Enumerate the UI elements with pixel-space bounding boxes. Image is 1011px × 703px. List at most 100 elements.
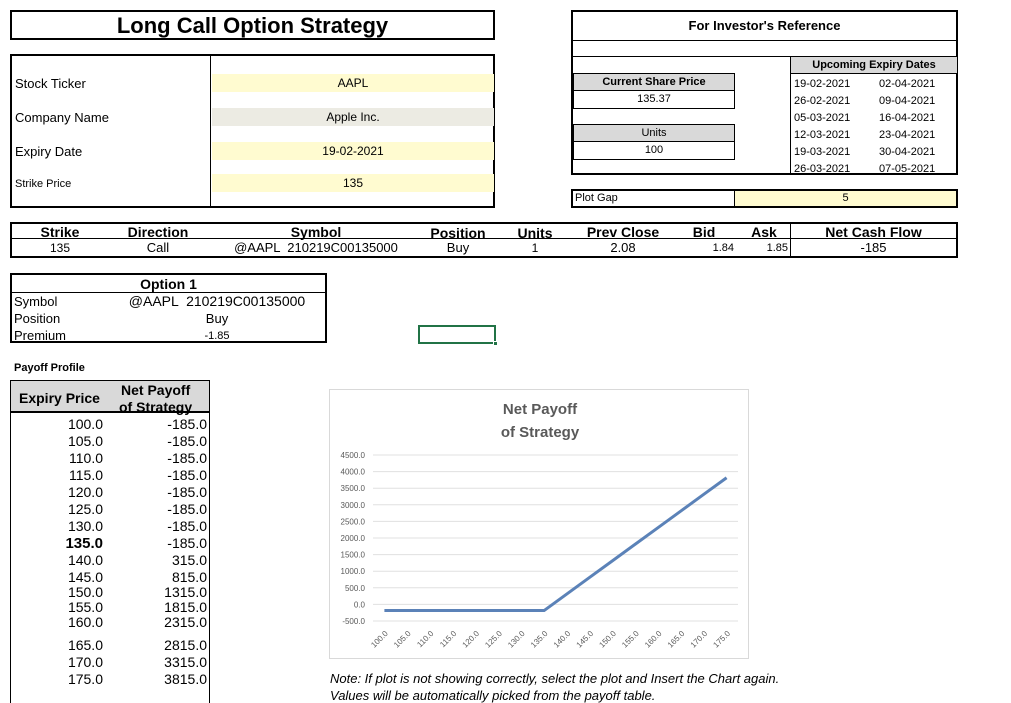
- payoff-chart-svg: Net Payoff of Strategy -500.0 0.0 500.0 100…: [341, 401, 738, 650]
- chart-x-tick-label: 170.0: [689, 629, 710, 650]
- chart-x-tick-label: 120.0: [461, 629, 482, 650]
- payoff-col1-header: Expiry Price: [19, 390, 100, 406]
- col-header: Ask: [751, 224, 777, 240]
- expiry-date: 30-04-2021: [879, 146, 936, 158]
- trade-direction: Call: [146, 240, 170, 255]
- expiry-date: 02-04-2021: [879, 78, 936, 90]
- payoff-chart[interactable]: Net Payoff of Strategy -500.0 0.0 500.0 100…: [329, 389, 749, 659]
- chart-y-tick-label: 4500.0: [341, 451, 366, 460]
- chart-y-tick-label: 2000.0: [341, 534, 366, 543]
- chart-y-tick-label: 3500.0: [341, 484, 366, 493]
- reference-title: For Investor's Reference: [688, 18, 841, 33]
- expiry-dates-title: Upcoming Expiry Dates: [790, 56, 958, 74]
- strike-label: Strike Price: [15, 178, 72, 190]
- payoff-title: Payoff Profile: [14, 362, 85, 374]
- payoff-net-value: -185.0: [167, 518, 207, 534]
- trade-units: 1: [531, 241, 539, 255]
- chart-x-tick-label: 110.0: [415, 629, 435, 649]
- expiry-col-1: 19-02-2021 26-02-2021 05-03-2021 12-03-2…: [794, 76, 850, 178]
- trade-prev-close: 2.08: [610, 240, 636, 255]
- chart-x-tick-label: 135.0: [529, 629, 550, 650]
- col-header: Net Cash Flow: [825, 224, 922, 240]
- expiry-date: 12-03-2021: [794, 129, 851, 141]
- payoff-expiry-price: 150.0: [67, 584, 103, 600]
- chart-x-tick-label: 165.0: [666, 629, 687, 650]
- payoff-table: Expiry Price Net Payoff of Strategy 100.…: [10, 380, 210, 703]
- payoff-expiry-price: 125.0: [67, 501, 103, 517]
- payoff-expiry-price: 110.0: [69, 450, 103, 466]
- payoff-row: 120.0 -185.0: [11, 484, 209, 500]
- payoff-net-value: 3315.0: [164, 654, 207, 670]
- payoff-net-value: -185.0: [167, 450, 207, 466]
- payoff-row: 105.0 -185.0: [11, 433, 209, 449]
- payoff-expiry-price: 155.0: [67, 599, 103, 615]
- plot-gap-label: Plot Gap: [575, 192, 618, 204]
- plot-gap-input[interactable]: 5: [734, 191, 956, 206]
- ticker-input[interactable]: AAPL: [212, 74, 494, 92]
- trade-ask: 1.85: [766, 242, 788, 254]
- reference-panel: For Investor's Reference Current Share P…: [571, 10, 958, 175]
- payoff-expiry-price: 175.0: [67, 671, 103, 687]
- payoff-row: 125.0 -185.0: [11, 501, 209, 517]
- payoff-expiry-price: 135.0: [65, 535, 103, 552]
- payoff-row: 165.0 2815.0: [11, 637, 209, 653]
- units-value: 100: [573, 142, 735, 160]
- company-label: Company Name: [15, 110, 109, 125]
- option1-symbol-value: @AAPL 210219C00135000: [128, 293, 306, 309]
- payoff-net-value: 815.0: [171, 569, 207, 585]
- payoff-net-value: 2815.0: [164, 637, 207, 653]
- expiry-col-2: 02-04-2021 09-04-2021 16-04-2021 23-04-2…: [879, 76, 935, 178]
- payoff-net-value: -185.0: [167, 433, 207, 449]
- payoff-row: 175.0 3815.0: [11, 671, 209, 687]
- expiry-date: 26-02-2021: [794, 95, 851, 107]
- chart-x-tick-label: 160.0: [643, 629, 664, 650]
- payoff-expiry-price: 170.0: [67, 654, 103, 670]
- page-title: Long Call Option Strategy: [10, 10, 495, 40]
- payoff-expiry-price: 115.0: [69, 467, 103, 483]
- expiry-input[interactable]: 19-02-2021: [212, 142, 494, 160]
- payoff-net-value: 3815.0: [164, 671, 207, 687]
- payoff-expiry-price: 105.0: [67, 433, 103, 449]
- option1-title: Option 1: [140, 276, 197, 292]
- chart-x-tick-label: 150.0: [597, 629, 618, 650]
- payoff-row: 140.0 315.0: [11, 552, 209, 568]
- option1-position-value: Buy: [205, 311, 229, 326]
- trade-net-cash-flow: -185: [860, 240, 887, 255]
- expiry-date: 09-04-2021: [879, 95, 936, 107]
- expiry-label: Expiry Date: [15, 144, 83, 159]
- chart-x-tick-label: 100.0: [369, 629, 390, 650]
- ticker-label: Stock Ticker: [15, 76, 86, 91]
- payoff-net-value: -185.0: [167, 535, 207, 551]
- payoff-row: 150.0 1315.0: [11, 584, 209, 600]
- payoff-net-value: 2315.0: [164, 614, 207, 630]
- chart-x-tick-label: 140.0: [552, 629, 573, 650]
- strike-input[interactable]: 135: [212, 174, 494, 192]
- option1-position-label: Position: [14, 311, 61, 326]
- payoff-net-value: 1815.0: [164, 599, 207, 615]
- chart-x-tick-label: 145.0: [575, 629, 596, 650]
- payoff-row: 160.0 2315.0: [11, 614, 209, 630]
- chart-x-tick-label: 175.0: [711, 629, 732, 650]
- payoff-col2-header-line2: of Strategy: [119, 399, 193, 415]
- payoff-expiry-price: 145.0: [67, 569, 103, 585]
- payoff-expiry-price: 130.0: [67, 518, 103, 534]
- selected-cell[interactable]: [418, 325, 498, 346]
- expiry-date: 05-03-2021: [794, 112, 851, 124]
- chart-x-tick-label: 155.0: [620, 629, 641, 650]
- payoff-row: 110.0 -185.0: [11, 450, 209, 466]
- payoff-net-value: -185.0: [167, 501, 207, 517]
- payoff-expiry-price: 160.0: [67, 614, 103, 630]
- expiry-date: 16-04-2021: [879, 112, 936, 124]
- payoff-net-value: -185.0: [167, 484, 207, 500]
- chart-y-tick-label: 2500.0: [341, 517, 366, 526]
- payoff-net-value: 1315.0: [164, 584, 207, 600]
- expiry-date: 19-03-2021: [794, 146, 851, 158]
- company-value: Apple Inc.: [212, 108, 494, 126]
- trade-symbol: @AAPL 210219C00135000: [234, 240, 398, 255]
- note-line-2: Values will be automatically picked from…: [330, 688, 656, 703]
- trade-table: Strike Direction Symbol Position Units P…: [10, 222, 958, 258]
- expiry-date: 26-03-2021: [794, 163, 851, 175]
- chart-title-line1: Net Payoff: [503, 401, 578, 418]
- current-price-value: 135.37: [573, 91, 735, 109]
- trade-position: Buy: [446, 240, 470, 255]
